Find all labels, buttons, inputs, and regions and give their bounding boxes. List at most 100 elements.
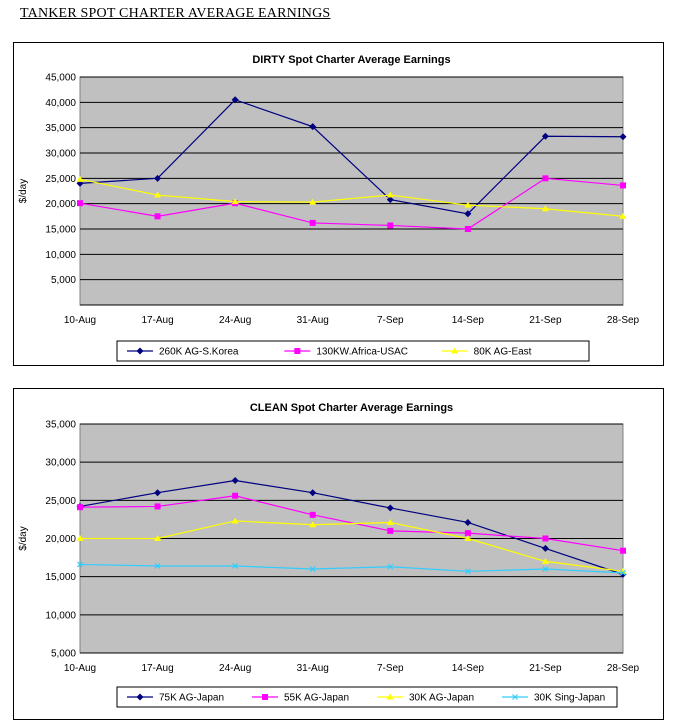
data-point [541, 132, 549, 140]
data-point [387, 527, 394, 534]
x-tick-label: 24-Aug [219, 663, 251, 674]
legend-label: 130KW.Africa-USAC [316, 347, 408, 358]
legend-box [116, 686, 618, 708]
y-gridlines [80, 76, 623, 281]
y-tick-label: 15,000 [45, 225, 76, 236]
x-tick-label: 28-Sep [607, 315, 640, 326]
y-tick-label: 30,000 [45, 458, 76, 469]
data-point [386, 196, 394, 204]
legend: 75K AG-Japan 55K AG-Japan 30K AG-Japan 30K … [116, 686, 618, 708]
data-point [77, 504, 83, 511]
data-point [619, 212, 627, 219]
y-tick-label: 15,000 [45, 572, 76, 583]
legend-marker [136, 347, 144, 355]
x-tick-label: 24-Aug [219, 315, 251, 326]
data-point [77, 200, 83, 207]
data-point [620, 547, 626, 554]
data-point [464, 226, 471, 232]
data-point [464, 518, 472, 526]
legend-label: 80K AG-East [474, 347, 532, 358]
data-point [231, 476, 239, 484]
series-line [79, 99, 624, 215]
x-tick-label: 14-Sep [452, 663, 485, 674]
data-point [309, 521, 317, 528]
data-point [542, 175, 549, 182]
y-tick-label: 20,000 [45, 199, 76, 210]
series-2 [77, 175, 626, 232]
x-tick-label: 21-Sep [529, 663, 562, 674]
x-tick-label: 28-Sep [607, 663, 640, 674]
legend-marker [451, 347, 459, 354]
legend-marker [294, 348, 301, 354]
data-point [387, 222, 394, 229]
x-tick-label: 21-Sep [529, 315, 562, 326]
data-point [387, 563, 394, 570]
series-line [79, 563, 624, 574]
y-tick-label: 30,000 [45, 149, 76, 160]
data-point [154, 191, 162, 198]
x-tick-label: 7-Sep [377, 315, 404, 326]
y-tick-label: 5,000 [51, 649, 76, 660]
data-point [386, 504, 394, 512]
data-point [154, 174, 162, 182]
data-point [464, 535, 472, 541]
series-line [79, 177, 624, 230]
data-point [154, 489, 162, 497]
legend-label: 55K AG-Japan [284, 693, 349, 704]
clean-earnings-chart: CLEAN Spot Charter Average Earnings 5,000… [13, 388, 664, 720]
y-tick-label: 10,000 [45, 610, 76, 621]
series-4 [77, 561, 626, 576]
data-point [77, 561, 83, 568]
data-point [620, 182, 626, 189]
legend-marker [262, 694, 268, 700]
data-point [619, 133, 627, 141]
series-3 [76, 175, 627, 219]
legend-marker [136, 693, 144, 701]
legend-marker [512, 694, 518, 700]
data-point [232, 563, 239, 569]
data-point [309, 219, 316, 226]
y-tick-label: 35,000 [45, 123, 76, 134]
data-point [76, 535, 84, 541]
plot-area [79, 76, 624, 306]
legend-label: 30K AG-Japan [409, 693, 474, 704]
legend: 260K AG-S.Korea 130KW.Africa-USAC 80K AG-E… [116, 340, 590, 362]
x-tick-label: 17-Aug [141, 315, 173, 326]
data-point [309, 198, 317, 205]
y-tick-label: 35,000 [45, 420, 76, 431]
data-point [309, 489, 317, 497]
data-point [309, 123, 317, 131]
data-point [231, 198, 239, 205]
data-point [76, 175, 84, 182]
data-point [542, 535, 549, 542]
page-title: TANKER SPOT CHARTER AVERAGE EARNINGS [20, 6, 331, 21]
series-line [79, 495, 624, 552]
y-tick-label: 40,000 [45, 98, 76, 109]
y-tick-label: 45,000 [45, 73, 76, 84]
dirty-earnings-chart: DIRTY Spot Charter Average Earnings 5,000… [13, 42, 664, 366]
data-point [541, 205, 549, 212]
legend-marker [386, 693, 394, 700]
data-point [541, 557, 549, 564]
x-tick-label: 31-Aug [297, 663, 329, 674]
y-axis-label: $/day [18, 526, 29, 550]
data-point [620, 569, 626, 576]
data-point [154, 563, 161, 569]
data-point [464, 530, 471, 537]
series-line [79, 479, 624, 575]
y-axis-label: $/day [18, 179, 29, 203]
chart-title: DIRTY Spot Charter Average Earnings [252, 54, 450, 66]
data-point [154, 535, 162, 541]
y-tick-label: 20,000 [45, 534, 76, 545]
data-point [309, 566, 316, 572]
data-point [464, 201, 472, 208]
data-point [464, 210, 472, 218]
legend-box [116, 340, 590, 362]
data-point [541, 544, 549, 552]
series-1 [76, 476, 627, 578]
y-tick-label: 25,000 [45, 174, 76, 185]
data-point [542, 566, 549, 572]
data-point [309, 511, 316, 518]
chart-title: CLEAN Spot Charter Average Earnings [250, 402, 453, 414]
series-line [79, 178, 624, 217]
